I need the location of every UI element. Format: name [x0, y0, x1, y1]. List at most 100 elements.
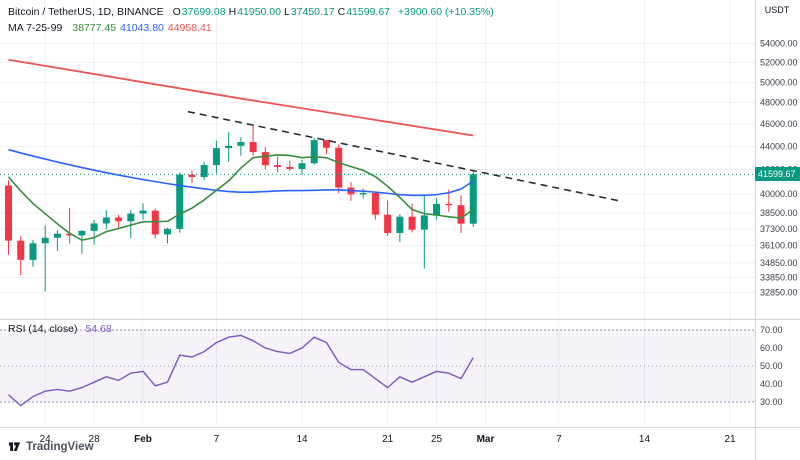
ohlc-key: L [283, 6, 290, 18]
ma99-line[interactable] [8, 58, 474, 137]
candle [102, 217, 110, 224]
ma-value: 44958.41 [167, 22, 212, 34]
price-axis[interactable] [755, 0, 800, 427]
candle [433, 203, 441, 216]
svg-text:24: 24 [40, 434, 52, 445]
ma-label: MA 7-25-99 [8, 22, 63, 34]
candle [457, 205, 465, 224]
ma-legend[interactable]: MA 7-25-99 38777.45 41043.80 44958.41 [8, 21, 212, 35]
tradingview-label: TradingView [26, 440, 94, 453]
candle [78, 230, 86, 236]
candle [151, 210, 159, 235]
candle [29, 243, 37, 260]
candle [298, 163, 306, 169]
tradingview-watermark[interactable]: TradingView [7, 439, 94, 454]
svg-text:70.00: 70.00 [760, 325, 783, 335]
candle [310, 140, 318, 164]
ohlc-value: 37450.17 [290, 6, 335, 18]
candle [420, 215, 428, 230]
svg-text:21: 21 [382, 434, 394, 445]
svg-text:36100.00: 36100.00 [760, 240, 798, 250]
ma7-line[interactable] [7, 154, 474, 242]
candle [225, 145, 233, 149]
ma-values: 38777.45 41043.80 44958.41 [68, 21, 211, 35]
candle [41, 237, 49, 244]
svg-text:40.00: 40.00 [760, 379, 783, 389]
candle [286, 166, 294, 169]
ma-value: 41043.80 [120, 22, 164, 34]
ohlc-key: C [337, 6, 346, 18]
candle [200, 165, 208, 178]
svg-text:33850.00: 33850.00 [760, 273, 798, 283]
svg-text:52000.00: 52000.00 [760, 58, 798, 68]
rsi-line[interactable] [8, 334, 474, 407]
candles [5, 125, 477, 292]
svg-text:14: 14 [296, 434, 308, 445]
svg-text:14: 14 [639, 434, 651, 445]
candle [188, 174, 196, 178]
svg-text:34850.00: 34850.00 [760, 258, 798, 268]
candle [469, 174, 477, 224]
axis-labels: 54000.00 52000.00 50000.00 48000.00 46000.00… [40, 39, 798, 445]
rsi-legend[interactable]: RSI (14, close) 54.68 [8, 322, 112, 336]
candle [396, 216, 404, 233]
candle [127, 213, 135, 222]
candle [163, 228, 171, 235]
candle [359, 193, 367, 195]
svg-text:Mar: Mar [477, 434, 495, 445]
candle [371, 193, 379, 215]
symbol-title: Bitcoin / TetherUS, 1D, BINANCE [8, 6, 164, 18]
svg-text:54000.00: 54000.00 [760, 39, 798, 49]
svg-text:7: 7 [214, 434, 220, 445]
symbol-legend[interactable]: Bitcoin / TetherUS, 1D, BINANCE O37699.0… [8, 5, 494, 19]
candle [261, 152, 269, 166]
candle [384, 214, 392, 233]
svg-text:7: 7 [556, 434, 562, 445]
svg-text:50000.00: 50000.00 [760, 77, 798, 87]
svg-text:40000.00: 40000.00 [760, 189, 798, 199]
candle [53, 233, 61, 238]
candle [335, 147, 343, 188]
svg-text:46000.00: 46000.00 [760, 119, 798, 129]
svg-text:38500.00: 38500.00 [760, 208, 798, 218]
candle [249, 141, 257, 153]
candle [408, 216, 416, 230]
candle [66, 233, 74, 236]
svg-text:50.00: 50.00 [760, 361, 783, 371]
time-axis[interactable] [0, 427, 755, 460]
candle [322, 140, 330, 148]
rsi-label: RSI (14, close) [8, 323, 78, 335]
candle [274, 165, 282, 167]
ohlc-key: O [172, 6, 181, 18]
svg-text:44000.00: 44000.00 [760, 141, 798, 151]
last-price-label: 41599.67 [755, 167, 800, 182]
ohlc-values: O37699.08 H41950.00 L37450.17 C41599.67 [170, 5, 390, 19]
ohlc-value: 41599.67 [346, 6, 391, 18]
ma-value: 38777.45 [72, 22, 117, 34]
candle [237, 141, 245, 146]
ohlc-value: 37699.08 [181, 6, 226, 18]
ohlc-value: 41950.00 [237, 6, 281, 18]
candle [176, 174, 184, 229]
trendline[interactable] [187, 110, 619, 202]
svg-text:30.00: 30.00 [760, 397, 783, 407]
rsi-value: 54.68 [85, 323, 112, 335]
candle [212, 148, 220, 166]
candle [17, 240, 25, 260]
candle [115, 217, 123, 222]
rsi-band [0, 329, 755, 403]
svg-text:Feb: Feb [134, 434, 152, 445]
svg-text:60.00: 60.00 [760, 343, 783, 353]
price-axis-currency[interactable]: USDT [764, 5, 790, 15]
svg-text:37300.00: 37300.00 [760, 224, 798, 234]
candle [5, 185, 12, 241]
svg-text:25: 25 [431, 434, 443, 445]
svg-text:32850.00: 32850.00 [760, 288, 798, 298]
change-value: +3900.60 (+10.35%) [398, 6, 494, 18]
candle [90, 223, 98, 231]
candle [445, 203, 453, 206]
ohlc-key: H [228, 6, 237, 18]
